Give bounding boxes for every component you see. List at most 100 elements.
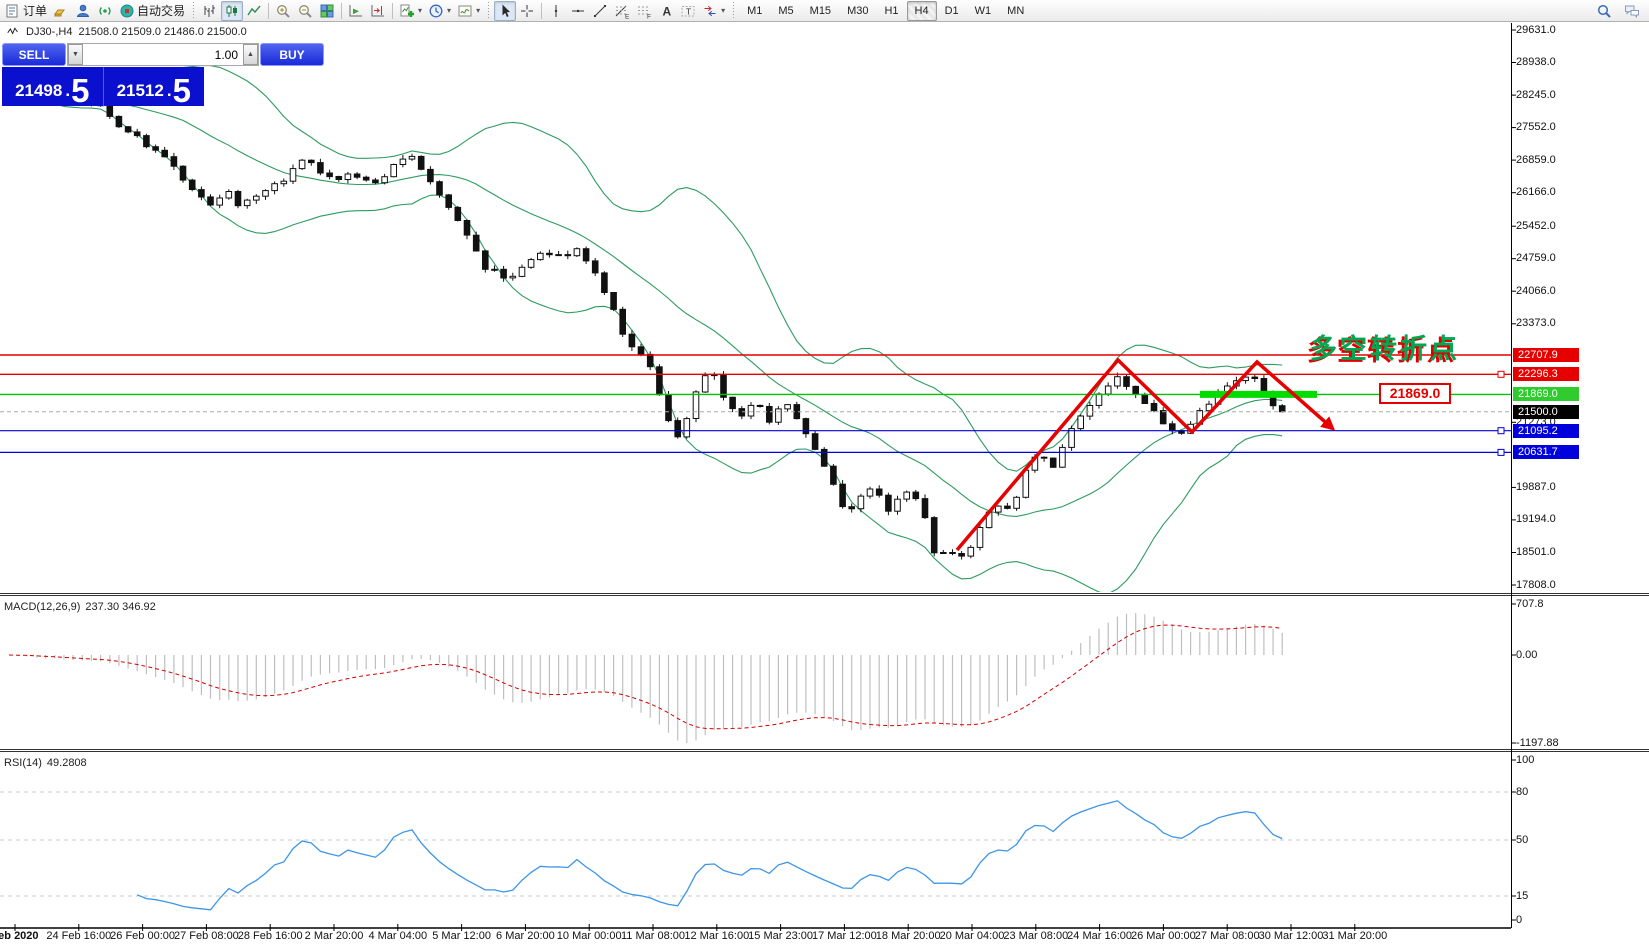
toolbar: 订单 自动交易 ▾ ▾ ▾ E F A T ▾ M1 M5 M15 M30 H1 H4 D1 W1 MN <box>0 0 1649 22</box>
price-level-annotation[interactable]: 21869.0 <box>1379 383 1451 404</box>
svg-text:E: E <box>625 13 630 19</box>
new-chart-icon <box>400 4 415 17</box>
periods-button[interactable]: ▾ <box>425 1 454 21</box>
signal-button[interactable] <box>94 1 116 21</box>
person-icon <box>76 4 90 17</box>
arrows-dropdown-arrow-icon[interactable]: ▾ <box>721 6 726 15</box>
rsi-line <box>136 800 1283 911</box>
turning-point-annotation[interactable]: 多空转折点 <box>1310 334 1460 364</box>
sell-price[interactable]: 21498 . 5 <box>2 67 103 107</box>
templates-button[interactable]: ▾ <box>454 1 483 21</box>
timeframe-mn-button[interactable]: MN <box>1007 4 1025 17</box>
candle-chart-icon <box>226 4 238 17</box>
rsi-name: RSI(14) <box>4 757 42 769</box>
svg-text:T: T <box>686 6 691 16</box>
new-chart-dropdown-arrow-icon[interactable]: ▾ <box>418 6 423 15</box>
svg-text:A: A <box>663 4 672 18</box>
price-chart-panel <box>0 64 1511 592</box>
text-label-button[interactable]: T <box>677 1 699 21</box>
rsi-panel <box>0 791 1511 911</box>
toolbar-separator <box>541 2 543 19</box>
line-chart-button[interactable] <box>243 1 265 21</box>
panel-separators <box>0 23 1649 929</box>
buy-button[interactable]: BUY <box>260 43 324 66</box>
rsi-indicator-label: RSI(14) 49.2808 <box>4 757 87 769</box>
line-chart-icon <box>247 5 261 15</box>
volume-increase-button[interactable]: ▲ <box>243 44 258 65</box>
new-order-button[interactable]: 订单 <box>2 1 50 21</box>
zoom-in-button[interactable] <box>272 1 294 21</box>
timeframe-m5-button[interactable]: M5 <box>778 4 794 17</box>
search-button[interactable] <box>1593 1 1615 21</box>
timeframe-m15-button[interactable]: M15 <box>809 4 832 17</box>
templates-dropdown-arrow-icon[interactable]: ▾ <box>476 6 481 15</box>
gold-alert-button[interactable] <box>50 1 72 21</box>
cursor-button[interactable] <box>494 0 517 21</box>
candlesticks <box>5 87 1286 560</box>
toolbar-grip <box>487 1 491 20</box>
chat-icon <box>1625 5 1639 19</box>
chat-button[interactable] <box>1621 1 1643 21</box>
sell-price-dot: . <box>65 81 71 100</box>
timeframe-m30-button[interactable]: M30 <box>847 4 869 17</box>
timeframe-h4-button[interactable]: H4 <box>906 0 937 21</box>
line-handle[interactable] <box>1497 448 1505 456</box>
tile-windows-button[interactable] <box>316 1 338 21</box>
timeframe-d1-button[interactable]: D1 <box>944 4 959 17</box>
fibo-f-icon: F <box>638 6 651 19</box>
toolbar-right-group <box>1593 1 1643 21</box>
toolbar-grip <box>192 1 196 20</box>
buy-price[interactable]: 21512 . 5 <box>103 67 204 107</box>
clock-icon <box>429 4 443 17</box>
volume-input[interactable] <box>83 44 243 65</box>
timeframe-m1-button[interactable]: M1 <box>747 4 763 17</box>
signal-icon <box>99 6 111 15</box>
auto-scroll-button[interactable] <box>345 1 367 21</box>
new-chart-button[interactable]: ▾ <box>396 1 425 21</box>
line-handle[interactable] <box>1497 370 1505 378</box>
macd-name: MACD(12,26,9) <box>4 601 81 613</box>
toolbar-separator <box>392 2 394 19</box>
chart-shift-button[interactable] <box>367 1 389 21</box>
hline-icon <box>572 9 585 12</box>
symbol-info: DJ30-,H4 21508.0 21509.0 21486.0 21500.0 <box>6 26 247 38</box>
arrows-button[interactable]: ▾ <box>699 1 728 21</box>
candlestick-chart-button[interactable] <box>221 0 244 21</box>
crosshair-button[interactable] <box>516 1 538 21</box>
autotrading-label: 自动交易 <box>137 4 186 18</box>
toolbar-separator <box>268 2 270 19</box>
macd-values: 237.30 346.92 <box>85 601 156 613</box>
fibo-retracement-button[interactable]: E <box>611 1 633 21</box>
text-button[interactable]: A <box>655 1 677 21</box>
vline-icon <box>554 4 558 17</box>
line-handle[interactable] <box>1497 427 1505 435</box>
vertical-line-button[interactable] <box>545 1 567 21</box>
symbol-ohlc: 21508.0 21509.0 21486.0 21500.0 <box>78 26 247 38</box>
trendline-icon <box>594 4 607 17</box>
macd-histogram <box>17 613 1283 743</box>
autotrade-icon <box>120 4 134 17</box>
trendline-button[interactable] <box>589 1 611 21</box>
horizontal-line-button[interactable] <box>567 1 589 21</box>
zoom-out-icon <box>299 4 312 18</box>
periods-dropdown-arrow-icon[interactable]: ▾ <box>447 6 452 15</box>
macd-indicator-label: MACD(12,26,9) 237.30 346.92 <box>4 601 156 613</box>
timeframe-h1-button[interactable]: H1 <box>884 4 899 17</box>
timeframe-w1-button[interactable]: W1 <box>974 4 992 17</box>
toolbar-separator <box>341 2 343 19</box>
volume-decrease-button[interactable]: ▼ <box>68 44 83 65</box>
traders-community-button[interactable] <box>72 1 94 21</box>
rsi-value: 49.2808 <box>46 757 87 769</box>
tile-icon <box>320 4 334 17</box>
sell-button[interactable]: SELL <box>2 43 66 66</box>
text-a-icon: A <box>663 4 672 18</box>
autotrading-button[interactable]: 自动交易 <box>116 1 188 21</box>
sell-price-main: 21498 <box>15 81 63 100</box>
trend-zigzag-annotation[interactable] <box>955 357 1336 552</box>
fibo-expansion-button[interactable]: F <box>633 1 655 21</box>
zoom-out-button[interactable] <box>294 1 316 21</box>
new-order-label: 订单 <box>23 4 48 18</box>
bar-chart-button[interactable] <box>199 1 221 21</box>
